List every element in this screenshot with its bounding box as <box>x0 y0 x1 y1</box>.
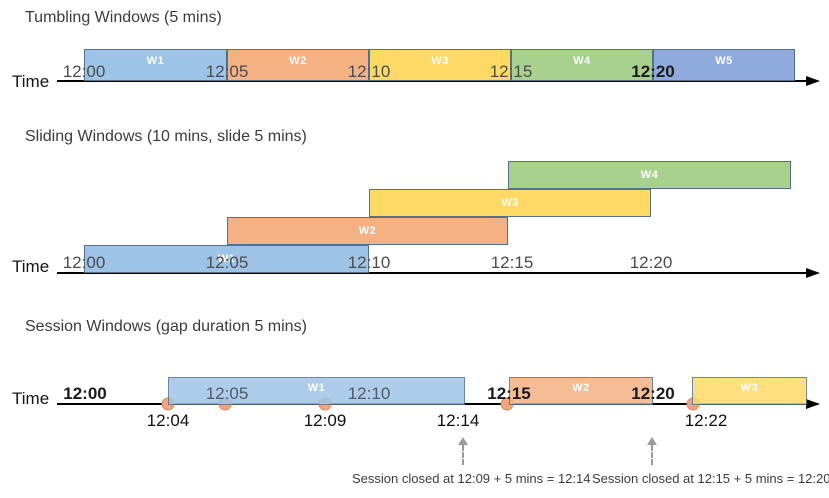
tick-label: 12:10 <box>347 253 391 272</box>
tumbling-window-w4: W4 <box>511 49 653 81</box>
session-section-title: Session Windows (gap duration 5 mins) <box>25 318 307 335</box>
sliding-time-axis <box>57 272 808 274</box>
window-label: W5 <box>715 55 733 67</box>
window-label: W2 <box>572 382 590 394</box>
tick-label: 12:05 <box>205 384 249 403</box>
window-label: W3 <box>740 382 759 394</box>
event-time-label: 12:04 <box>146 411 190 430</box>
session-time-axis-label: Time <box>12 389 50 408</box>
session-window-w2: W2 <box>509 377 653 405</box>
window-label: W1 <box>307 382 326 394</box>
tick-label: 12:15 <box>489 62 533 81</box>
window-label: W3 <box>431 55 449 67</box>
session-closed-annotation-2: Session closed at 12:15 + 5 mins = 12:20 <box>592 471 829 486</box>
tick-label: 12:00 <box>63 384 107 403</box>
tick-label: 12:00 <box>62 253 106 272</box>
tick-label: 12:20 <box>629 253 673 272</box>
event-time-label: 12:09 <box>303 411 347 430</box>
tumbling-time-axis <box>57 80 808 82</box>
dashed-arrow-stem <box>651 445 653 465</box>
window-label: W1 <box>146 55 165 67</box>
dashed-arrow-icon <box>458 437 468 445</box>
tick-label: 12:20 <box>631 384 675 403</box>
window-label: W2 <box>358 225 377 237</box>
tumbling-window-w2: W2 <box>227 49 369 81</box>
window-label: W3 <box>501 197 519 209</box>
tick-label: 12:00 <box>62 62 106 81</box>
tumbling-section-title: Tumbling Windows (5 mins) <box>25 9 222 26</box>
sliding-window-w3: W3 <box>369 189 651 217</box>
dashed-arrow-icon <box>647 437 657 445</box>
sliding-section-title: Sliding Windows (10 mins, slide 5 mins) <box>25 128 307 145</box>
sliding-time-axis-label: Time <box>12 257 50 276</box>
sliding-axis-arrow-icon <box>806 268 820 278</box>
tumbling-window-w5: W5 <box>653 49 795 81</box>
sliding-window-w4: W4 <box>508 161 791 189</box>
session-window-w3: W3 <box>692 377 807 405</box>
window-label: W1 <box>217 253 236 265</box>
session-window-w1: W1 <box>168 377 465 405</box>
window-label: W4 <box>640 169 659 181</box>
tumbling-axis-arrow-icon <box>806 76 820 86</box>
session-closed-annotation-1: Session closed at 12:09 + 5 mins = 12:14 <box>352 471 591 486</box>
window-label: W4 <box>573 55 591 67</box>
tick-label: 12:15 <box>487 384 531 403</box>
tick-label: 12:10 <box>347 62 391 81</box>
tick-label: 12:05 <box>205 62 249 81</box>
tick-label: 12:05 <box>205 253 249 272</box>
tumbling-time-axis-label: Time <box>12 72 50 91</box>
sliding-window-w2: W2 <box>227 217 508 245</box>
tumbling-window-w1: W1 <box>84 49 227 81</box>
session-axis-arrow-icon <box>806 399 820 409</box>
sliding-window-w1: W1 <box>84 245 369 273</box>
tick-label: 12:10 <box>347 384 391 403</box>
tick-label: 12:15 <box>490 253 534 272</box>
tumbling-window-w3: W3 <box>369 49 511 81</box>
event-time-label: 12:14 <box>436 411 480 430</box>
event-time-label: 12:22 <box>684 411 728 430</box>
window-label: W2 <box>289 55 307 67</box>
dashed-arrow-stem <box>462 445 464 465</box>
tick-label: 12:20 <box>631 62 675 81</box>
